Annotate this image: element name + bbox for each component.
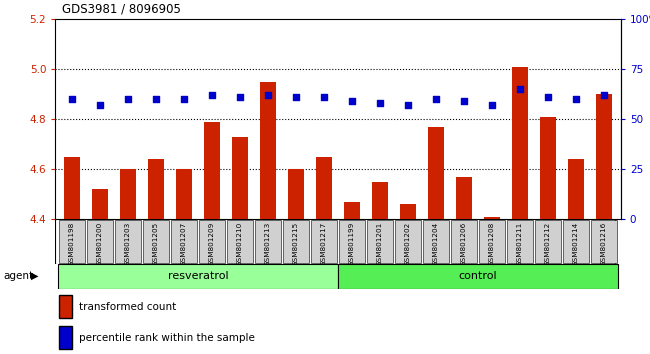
Text: GSM801211: GSM801211 — [517, 222, 523, 266]
Text: GSM801216: GSM801216 — [601, 222, 607, 266]
Point — [263, 93, 273, 98]
Point — [403, 103, 413, 108]
Bar — [456, 177, 472, 219]
Point — [347, 99, 358, 104]
Point — [571, 97, 581, 102]
Bar — [176, 170, 192, 219]
FancyBboxPatch shape — [114, 220, 142, 263]
Bar — [372, 182, 387, 219]
FancyBboxPatch shape — [58, 220, 86, 263]
Text: transformed count: transformed count — [79, 302, 176, 312]
Point — [235, 95, 245, 100]
Text: GSM801215: GSM801215 — [293, 222, 299, 266]
Point — [318, 95, 329, 100]
Point — [95, 103, 105, 108]
Bar — [344, 202, 359, 219]
Text: GSM801200: GSM801200 — [97, 222, 103, 266]
FancyBboxPatch shape — [142, 220, 170, 263]
FancyBboxPatch shape — [395, 220, 421, 263]
FancyBboxPatch shape — [227, 220, 254, 263]
Text: agent: agent — [3, 271, 33, 281]
Point — [543, 95, 553, 100]
Bar — [484, 217, 500, 219]
FancyBboxPatch shape — [422, 220, 449, 263]
Text: control: control — [459, 271, 497, 281]
Point — [599, 93, 609, 98]
FancyBboxPatch shape — [58, 295, 72, 318]
Point — [179, 97, 189, 102]
Point — [487, 103, 497, 108]
Bar — [400, 205, 416, 219]
Text: GSM801214: GSM801214 — [573, 222, 579, 266]
Text: GSM801209: GSM801209 — [209, 222, 215, 266]
FancyBboxPatch shape — [86, 220, 114, 263]
Point — [431, 97, 441, 102]
Text: GSM801205: GSM801205 — [153, 222, 159, 266]
Text: GDS3981 / 8096905: GDS3981 / 8096905 — [62, 3, 181, 16]
FancyBboxPatch shape — [534, 220, 562, 263]
Point — [123, 97, 133, 102]
Text: GSM801199: GSM801199 — [349, 222, 355, 266]
Bar — [232, 137, 248, 219]
Bar — [289, 170, 304, 219]
Text: GSM801208: GSM801208 — [489, 222, 495, 266]
FancyBboxPatch shape — [562, 220, 590, 263]
FancyBboxPatch shape — [255, 220, 281, 263]
Text: GSM801207: GSM801207 — [181, 222, 187, 266]
Point — [67, 97, 77, 102]
FancyBboxPatch shape — [478, 220, 506, 263]
Text: GSM801206: GSM801206 — [461, 222, 467, 266]
Text: GSM801201: GSM801201 — [377, 222, 383, 266]
Bar — [148, 160, 164, 219]
FancyBboxPatch shape — [311, 220, 337, 263]
Point — [375, 101, 385, 106]
Bar — [317, 157, 332, 219]
Bar — [260, 82, 276, 219]
FancyBboxPatch shape — [367, 220, 393, 263]
Bar — [540, 117, 556, 219]
Text: GSM801198: GSM801198 — [69, 222, 75, 266]
FancyBboxPatch shape — [170, 220, 198, 263]
FancyBboxPatch shape — [58, 326, 72, 349]
Text: GSM801202: GSM801202 — [405, 222, 411, 266]
Bar — [120, 170, 136, 219]
Bar — [568, 160, 584, 219]
Bar — [428, 127, 444, 219]
FancyBboxPatch shape — [55, 219, 615, 264]
Point — [291, 95, 301, 100]
Bar — [64, 157, 80, 219]
Point — [459, 99, 469, 104]
Text: GSM801217: GSM801217 — [321, 222, 327, 266]
Text: GSM801210: GSM801210 — [237, 222, 243, 266]
Text: GSM801203: GSM801203 — [125, 222, 131, 266]
Bar — [512, 67, 528, 219]
FancyBboxPatch shape — [58, 264, 338, 289]
FancyBboxPatch shape — [338, 264, 618, 289]
Point — [151, 97, 161, 102]
Text: percentile rank within the sample: percentile rank within the sample — [79, 333, 255, 343]
Bar — [92, 189, 108, 219]
Bar — [204, 122, 220, 219]
FancyBboxPatch shape — [506, 220, 534, 263]
FancyBboxPatch shape — [283, 220, 309, 263]
Point — [515, 87, 525, 92]
FancyBboxPatch shape — [590, 220, 618, 263]
Text: resveratrol: resveratrol — [168, 271, 228, 281]
Text: GSM801213: GSM801213 — [265, 222, 271, 266]
Text: GSM801212: GSM801212 — [545, 222, 551, 266]
FancyBboxPatch shape — [450, 220, 477, 263]
Text: ▶: ▶ — [31, 271, 39, 281]
FancyBboxPatch shape — [339, 220, 365, 263]
Point — [207, 93, 217, 98]
FancyBboxPatch shape — [199, 220, 226, 263]
Bar — [596, 95, 612, 219]
Text: GSM801204: GSM801204 — [433, 222, 439, 266]
